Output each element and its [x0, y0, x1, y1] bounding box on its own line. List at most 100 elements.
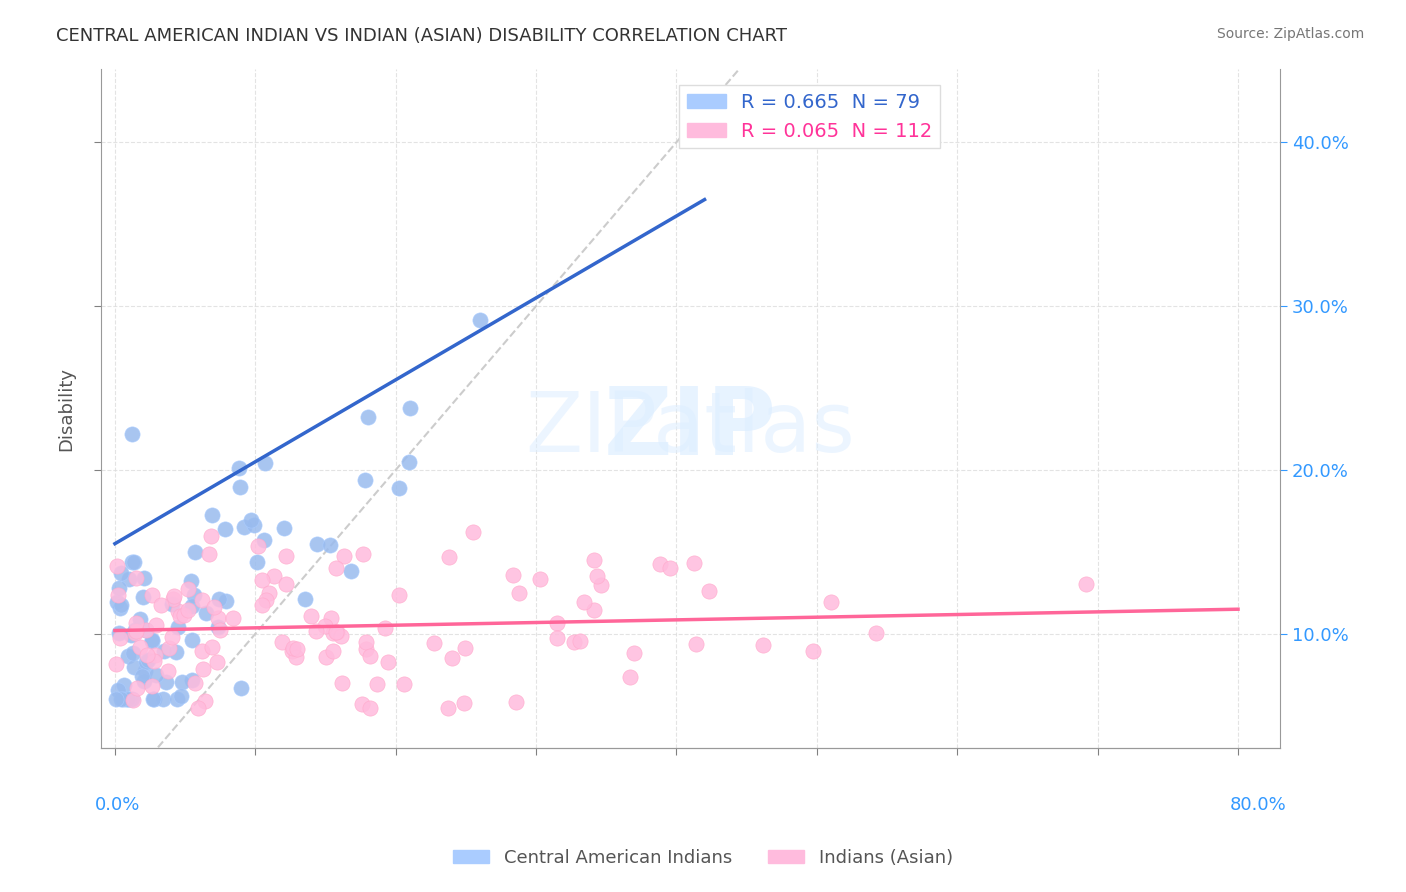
Text: Source: ZipAtlas.com: Source: ZipAtlas.com [1216, 27, 1364, 41]
Point [135, 648, 157, 662]
Point [108, 625, 131, 640]
Point [117, 649, 139, 664]
Point [124, 624, 146, 638]
Point [1074, 577, 1097, 591]
Point [546, 632, 568, 646]
Point [105, 559, 128, 574]
Legend: Central American Indians, Indians (Asian): Central American Indians, Indians (Asian… [446, 842, 960, 874]
Point [201, 508, 224, 522]
Point [562, 635, 585, 649]
Point [163, 589, 186, 603]
Point [321, 611, 343, 625]
Point [194, 694, 217, 708]
Point [180, 574, 202, 588]
Point [285, 649, 308, 664]
Point [294, 591, 316, 606]
Point [200, 529, 222, 543]
Point [281, 641, 304, 656]
Point [215, 593, 238, 607]
Point [170, 689, 193, 703]
Point [115, 692, 138, 706]
Point [141, 679, 163, 693]
Point [276, 577, 298, 591]
Point [658, 561, 681, 575]
Point [141, 588, 163, 602]
Point [529, 573, 551, 587]
Point [122, 647, 145, 661]
Point [439, 550, 461, 565]
Point [187, 700, 209, 714]
Text: 80.0%: 80.0% [1229, 796, 1286, 814]
Point [121, 556, 143, 570]
Point [359, 700, 381, 714]
Point [191, 592, 214, 607]
Point [453, 696, 475, 710]
Point [437, 700, 460, 714]
Point [274, 549, 297, 564]
Point [209, 623, 232, 637]
Point [314, 619, 336, 633]
Point [865, 626, 887, 640]
Point [131, 590, 153, 604]
Point [752, 638, 775, 652]
Point [359, 648, 381, 663]
Point [697, 583, 720, 598]
Point [183, 544, 205, 558]
Point [134, 655, 156, 669]
Point [136, 653, 159, 667]
Point [366, 677, 388, 691]
Point [305, 624, 328, 638]
Point [177, 582, 200, 597]
Point [152, 644, 174, 658]
Point [454, 640, 477, 655]
Point [254, 593, 277, 607]
Y-axis label: Disability: Disability [58, 367, 75, 450]
Point [257, 586, 280, 600]
Point [352, 697, 374, 711]
Point [325, 624, 347, 639]
Point [505, 695, 527, 709]
Point [228, 480, 250, 494]
Point [125, 615, 148, 630]
Point [250, 573, 273, 587]
Point [125, 571, 148, 585]
Point [118, 692, 141, 706]
Point [173, 607, 195, 622]
Point [149, 598, 172, 612]
Point [354, 473, 377, 487]
Point [502, 568, 524, 582]
Point [461, 524, 484, 539]
Point [340, 565, 363, 579]
Point [285, 642, 308, 657]
Point [568, 634, 591, 648]
Point [118, 572, 141, 586]
Point [685, 637, 707, 651]
Point [124, 626, 146, 640]
Point [318, 537, 340, 551]
Point [398, 455, 420, 469]
Point [392, 676, 415, 690]
Point [207, 655, 229, 669]
Point [107, 683, 129, 698]
Point [468, 313, 491, 327]
Point [110, 598, 132, 612]
Point [181, 673, 204, 688]
Point [141, 634, 163, 648]
Point [240, 513, 263, 527]
Point [145, 617, 167, 632]
Point [441, 651, 464, 665]
Text: ZIPatlas: ZIPatlas [526, 388, 855, 469]
Point [180, 599, 202, 613]
Point [322, 625, 344, 640]
Point [129, 612, 152, 626]
Point [801, 644, 824, 658]
Point [322, 644, 344, 658]
Point [214, 522, 236, 536]
Point [195, 607, 218, 621]
Point [121, 692, 143, 706]
Text: CENTRAL AMERICAN INDIAN VS INDIAN (ASIAN) DISABILITY CORRELATION CHART: CENTRAL AMERICAN INDIAN VS INDIAN (ASIAN… [56, 27, 787, 45]
Point [134, 665, 156, 679]
Point [131, 668, 153, 682]
Point [299, 609, 322, 624]
Point [683, 557, 706, 571]
